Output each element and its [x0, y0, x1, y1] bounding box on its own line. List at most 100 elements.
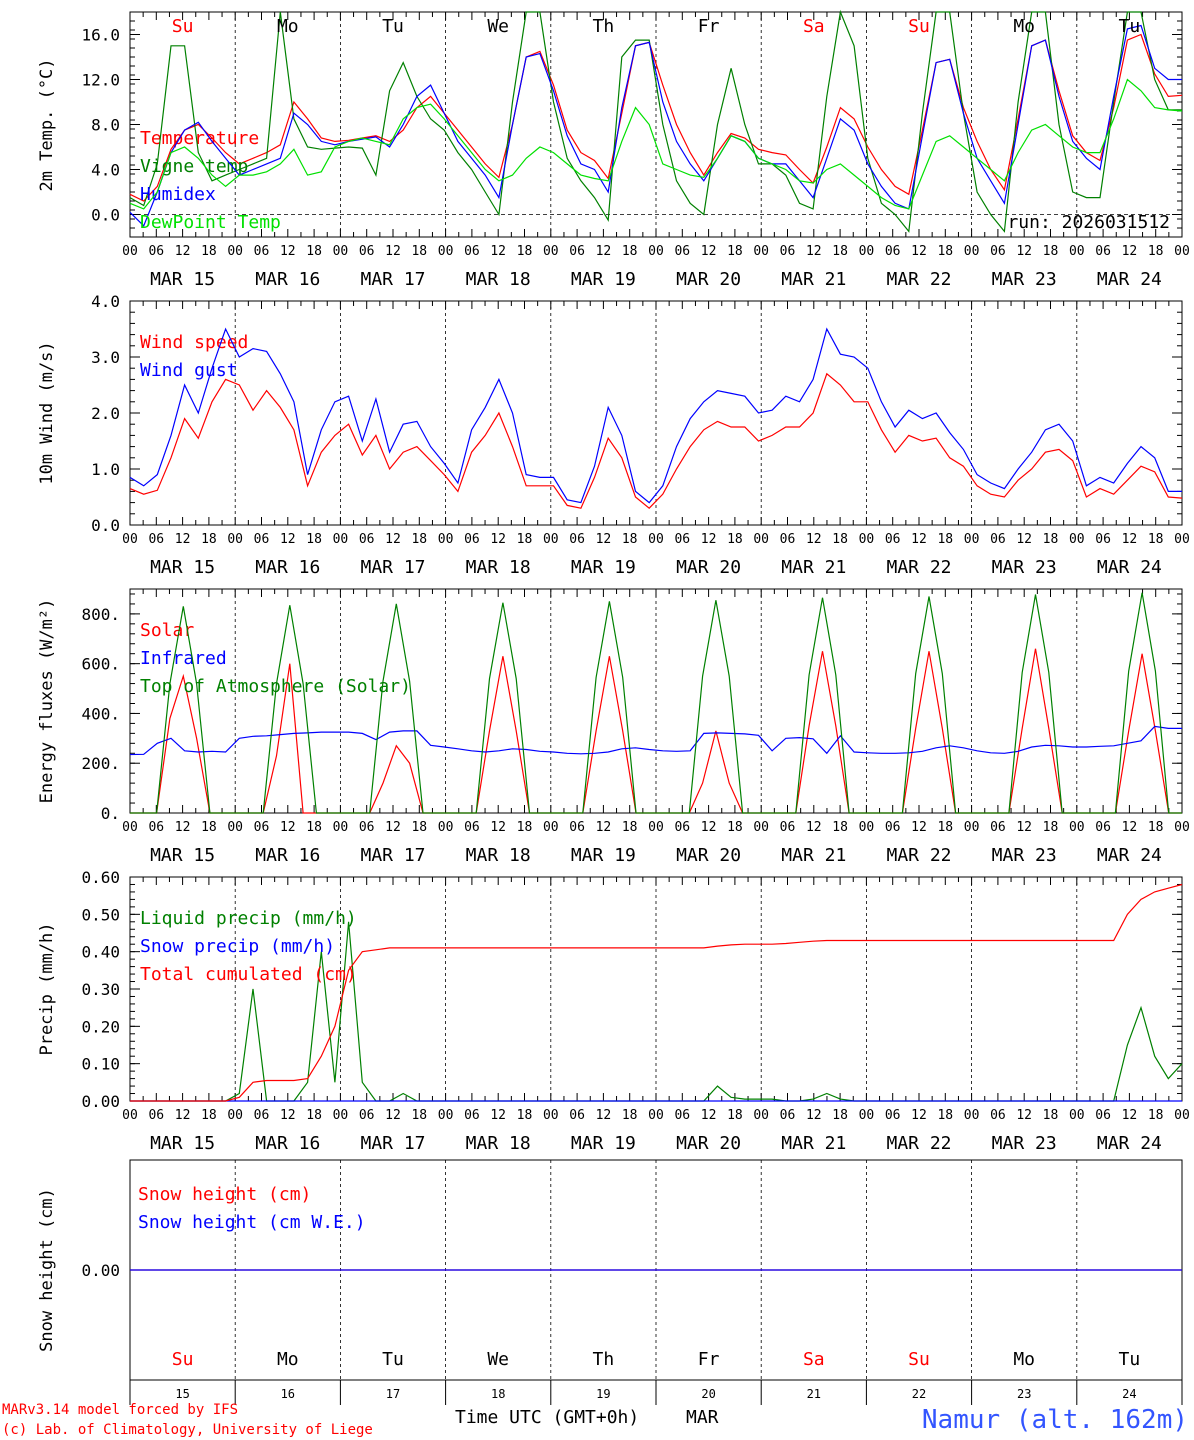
x-hour-label: 00: [543, 532, 559, 547]
x-date-label: MAR 18: [466, 269, 531, 290]
y-tick-label: 4.0: [91, 161, 120, 180]
x-hour-label: 00: [227, 532, 243, 547]
x-hour-label: 00: [753, 820, 769, 835]
x-hour-label: 18: [411, 1108, 427, 1123]
panel-temp: 0.0 4.0 8.0 12.0 16.0 2m Temp. (°C) Temperatur…: [37, 9, 1190, 290]
x-hour-label: 18: [937, 820, 953, 835]
weekday-label: Fr: [698, 16, 720, 37]
panel-precip: 0.00 0.10 0.20 0.30 0.40 0.50 0.60 Precip (mm/h…: [37, 868, 1190, 1154]
x-hour-label: 06: [674, 244, 690, 259]
x-hour-label: 18: [201, 1108, 217, 1123]
run-annotation: run: 2026031512: [1007, 212, 1170, 233]
x-hour-label: 00: [227, 244, 243, 259]
y-tick-label: 0.: [101, 804, 120, 823]
bottom-day-number: 24: [1122, 1387, 1136, 1401]
x-hour-label: 18: [1148, 532, 1164, 547]
x-hour-label: 06: [464, 244, 480, 259]
x-hour-label: 06: [464, 1108, 480, 1123]
x-hour-label: 18: [1148, 1108, 1164, 1123]
x-date-label: MAR 17: [360, 557, 425, 578]
x-hour-label: 06: [148, 532, 164, 547]
x-hour-label: 00: [438, 244, 454, 259]
x-date-label: MAR 20: [676, 1133, 741, 1154]
x-date-label: MAR 22: [886, 269, 951, 290]
weekday-label: Mo: [1013, 16, 1035, 37]
x-hour-label: 00: [333, 532, 349, 547]
bottom-weekday-label: Su: [172, 1349, 194, 1370]
x-hour-label: 06: [569, 820, 585, 835]
x-hour-label: 18: [517, 1108, 533, 1123]
x-date-label: MAR 23: [992, 269, 1057, 290]
y-tick-label: 0.0: [91, 206, 120, 225]
x-hour-label: 00: [227, 1108, 243, 1123]
x-hour-label: 06: [780, 244, 796, 259]
x-hour-label: 06: [674, 820, 690, 835]
x-hour-label: 18: [622, 532, 638, 547]
x-hour-label: 00: [648, 1108, 664, 1123]
bottom-weekday-label: Th: [593, 1349, 615, 1370]
x-hour-label: 18: [411, 244, 427, 259]
x-date-label: MAR 15: [150, 845, 215, 866]
x-hour-label: 18: [727, 244, 743, 259]
x-hour-label: 00: [333, 1108, 349, 1123]
x-hour-label: 06: [254, 532, 270, 547]
x-hour-label: 12: [911, 244, 927, 259]
x-hour-label: 00: [648, 820, 664, 835]
x-date-label: MAR 18: [466, 845, 531, 866]
x-hour-label: 18: [517, 244, 533, 259]
x-hour-label: 00: [964, 820, 980, 835]
y-tick-label: 0.30: [81, 980, 120, 999]
y-tick-label: 0.50: [81, 905, 120, 924]
x-hour-label: 06: [254, 1108, 270, 1123]
legend-entry: Snow height (cm): [138, 1184, 311, 1205]
x-date-label: MAR 21: [781, 269, 846, 290]
x-axis-month: MAR: [686, 1407, 719, 1428]
bottom-day-number: 22: [912, 1387, 926, 1401]
x-hour-label: 12: [175, 244, 191, 259]
x-hour-label: 18: [937, 532, 953, 547]
x-date-label: MAR 22: [886, 557, 951, 578]
x-hour-label: 06: [990, 244, 1006, 259]
x-hour-label: 06: [780, 820, 796, 835]
x-date-label: MAR 20: [676, 269, 741, 290]
y-tick-label: 8.0: [91, 116, 120, 135]
x-hour-label: 18: [306, 820, 322, 835]
x-date-label: MAR 19: [571, 845, 636, 866]
series-line-humidex: [129, 24, 1182, 227]
x-hour-label: 18: [411, 532, 427, 547]
y-tick-label: 0.0: [91, 516, 120, 535]
x-date-label: MAR 19: [571, 557, 636, 578]
x-hour-label: 06: [464, 820, 480, 835]
x-hour-label: 12: [1122, 1108, 1138, 1123]
x-hour-label: 00: [227, 820, 243, 835]
x-hour-label: 12: [280, 820, 296, 835]
x-hour-label: 06: [990, 532, 1006, 547]
y-axis-label: 2m Temp. (°C): [37, 58, 57, 191]
y-tick-label: 0.20: [81, 1017, 120, 1036]
x-hour-label: 06: [359, 244, 375, 259]
x-hour-label: 06: [359, 1108, 375, 1123]
x-hour-label: 00: [753, 244, 769, 259]
series-line-dewpoint-temp: [129, 78, 1183, 210]
x-hour-label: 06: [885, 244, 901, 259]
x-hour-label: 06: [359, 820, 375, 835]
legend-entry: Liquid precip (mm/h): [140, 908, 357, 929]
y-axis-label: 10m Wind (m/s): [37, 341, 57, 484]
x-hour-label: 12: [175, 1108, 191, 1123]
y-tick-label: 1.0: [91, 460, 120, 479]
x-date-label: MAR 20: [676, 845, 741, 866]
bottom-day-number: 15: [175, 1387, 189, 1401]
x-hour-label: 12: [1016, 244, 1032, 259]
x-hour-label: 12: [806, 820, 822, 835]
weekday-label: Sa: [803, 16, 825, 37]
x-hour-label: 18: [1043, 244, 1059, 259]
x-hour-label: 18: [727, 532, 743, 547]
x-hour-label: 06: [885, 532, 901, 547]
weekday-label: We: [487, 16, 509, 37]
x-hour-label: 12: [385, 1108, 401, 1123]
bottom-weekday-label: Mo: [1013, 1349, 1035, 1370]
x-hour-label: 00: [859, 244, 875, 259]
weekday-label: Th: [593, 16, 615, 37]
x-hour-label: 18: [1043, 1108, 1059, 1123]
x-hour-label: 12: [280, 1108, 296, 1123]
